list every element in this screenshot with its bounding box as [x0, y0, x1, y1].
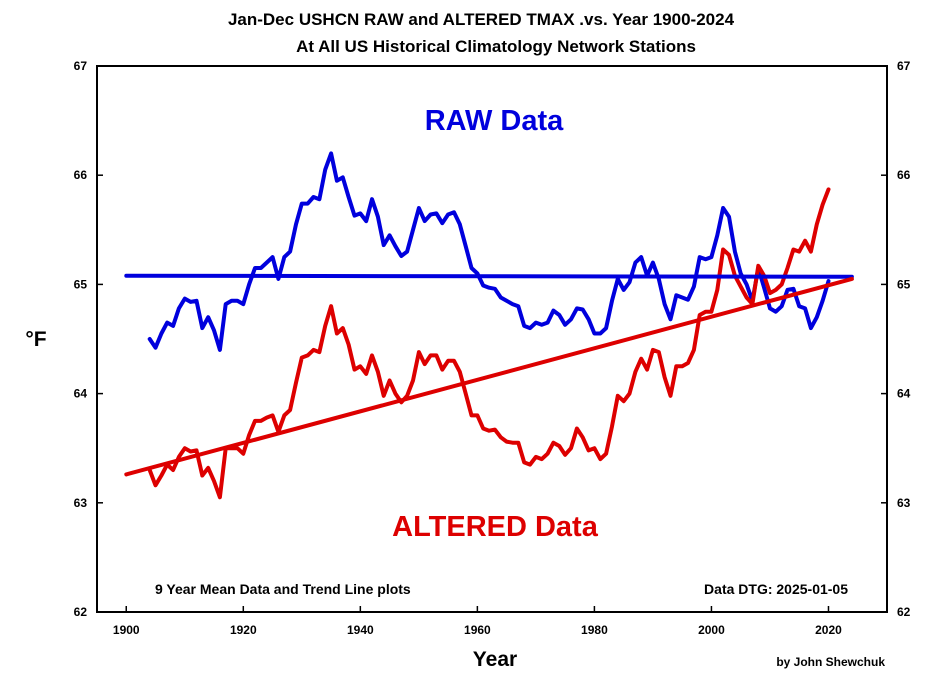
x-tick-label: 2020: [815, 623, 842, 637]
y-tick-label-right: 66: [897, 168, 911, 182]
footnote-left: 9 Year Mean Data and Trend Line plots: [155, 581, 411, 597]
y-tick-label-right: 63: [897, 496, 911, 510]
y-tick-label-left: 67: [74, 59, 88, 73]
x-tick-label: 1960: [464, 623, 491, 637]
y-axis-label: °F: [25, 328, 46, 351]
y-tick-label-right: 64: [897, 387, 911, 401]
y-tick-label-left: 66: [74, 168, 88, 182]
y-tick-label-left: 62: [74, 605, 88, 619]
x-tick-label: 1980: [581, 623, 608, 637]
chart-title-line-2: At All US Historical Climatology Network…: [296, 37, 696, 56]
series-group: [124, 151, 854, 500]
y-tick-label-left: 64: [74, 387, 88, 401]
y-tick-label-right: 65: [897, 277, 911, 291]
x-tick-label: 2000: [698, 623, 725, 637]
x-tick-label: 1920: [230, 623, 257, 637]
y-tick-label-right: 67: [897, 59, 911, 73]
footnote-right: Data DTG: 2025-01-05: [704, 581, 848, 597]
axis-ticks: 62 62 63 63 64 64 65 65 66 66 67 67 1900 1920 1940 1960…: [74, 59, 911, 637]
x-tick-label: 1940: [347, 623, 374, 637]
y-tick-label-left: 63: [74, 496, 88, 510]
chart-title-line-1: Jan-Dec USHCN RAW and ALTERED TMAX .vs. …: [228, 10, 735, 29]
y-tick-label-right: 62: [897, 605, 911, 619]
raw-data-label: RAW Data: [425, 105, 564, 137]
altered-data-label: ALTERED Data: [392, 511, 599, 543]
altered-trend-line: [124, 276, 854, 477]
raw-mean-line: [147, 151, 831, 352]
x-axis-label: Year: [473, 648, 517, 671]
raw-trend-line: [124, 273, 854, 279]
altered-mean-line: [147, 187, 831, 500]
y-tick-label-left: 65: [74, 277, 88, 291]
x-tick-label: 1900: [113, 623, 140, 637]
plot-area: [96, 65, 888, 613]
credit-text: by John Shewchuk: [776, 655, 885, 669]
